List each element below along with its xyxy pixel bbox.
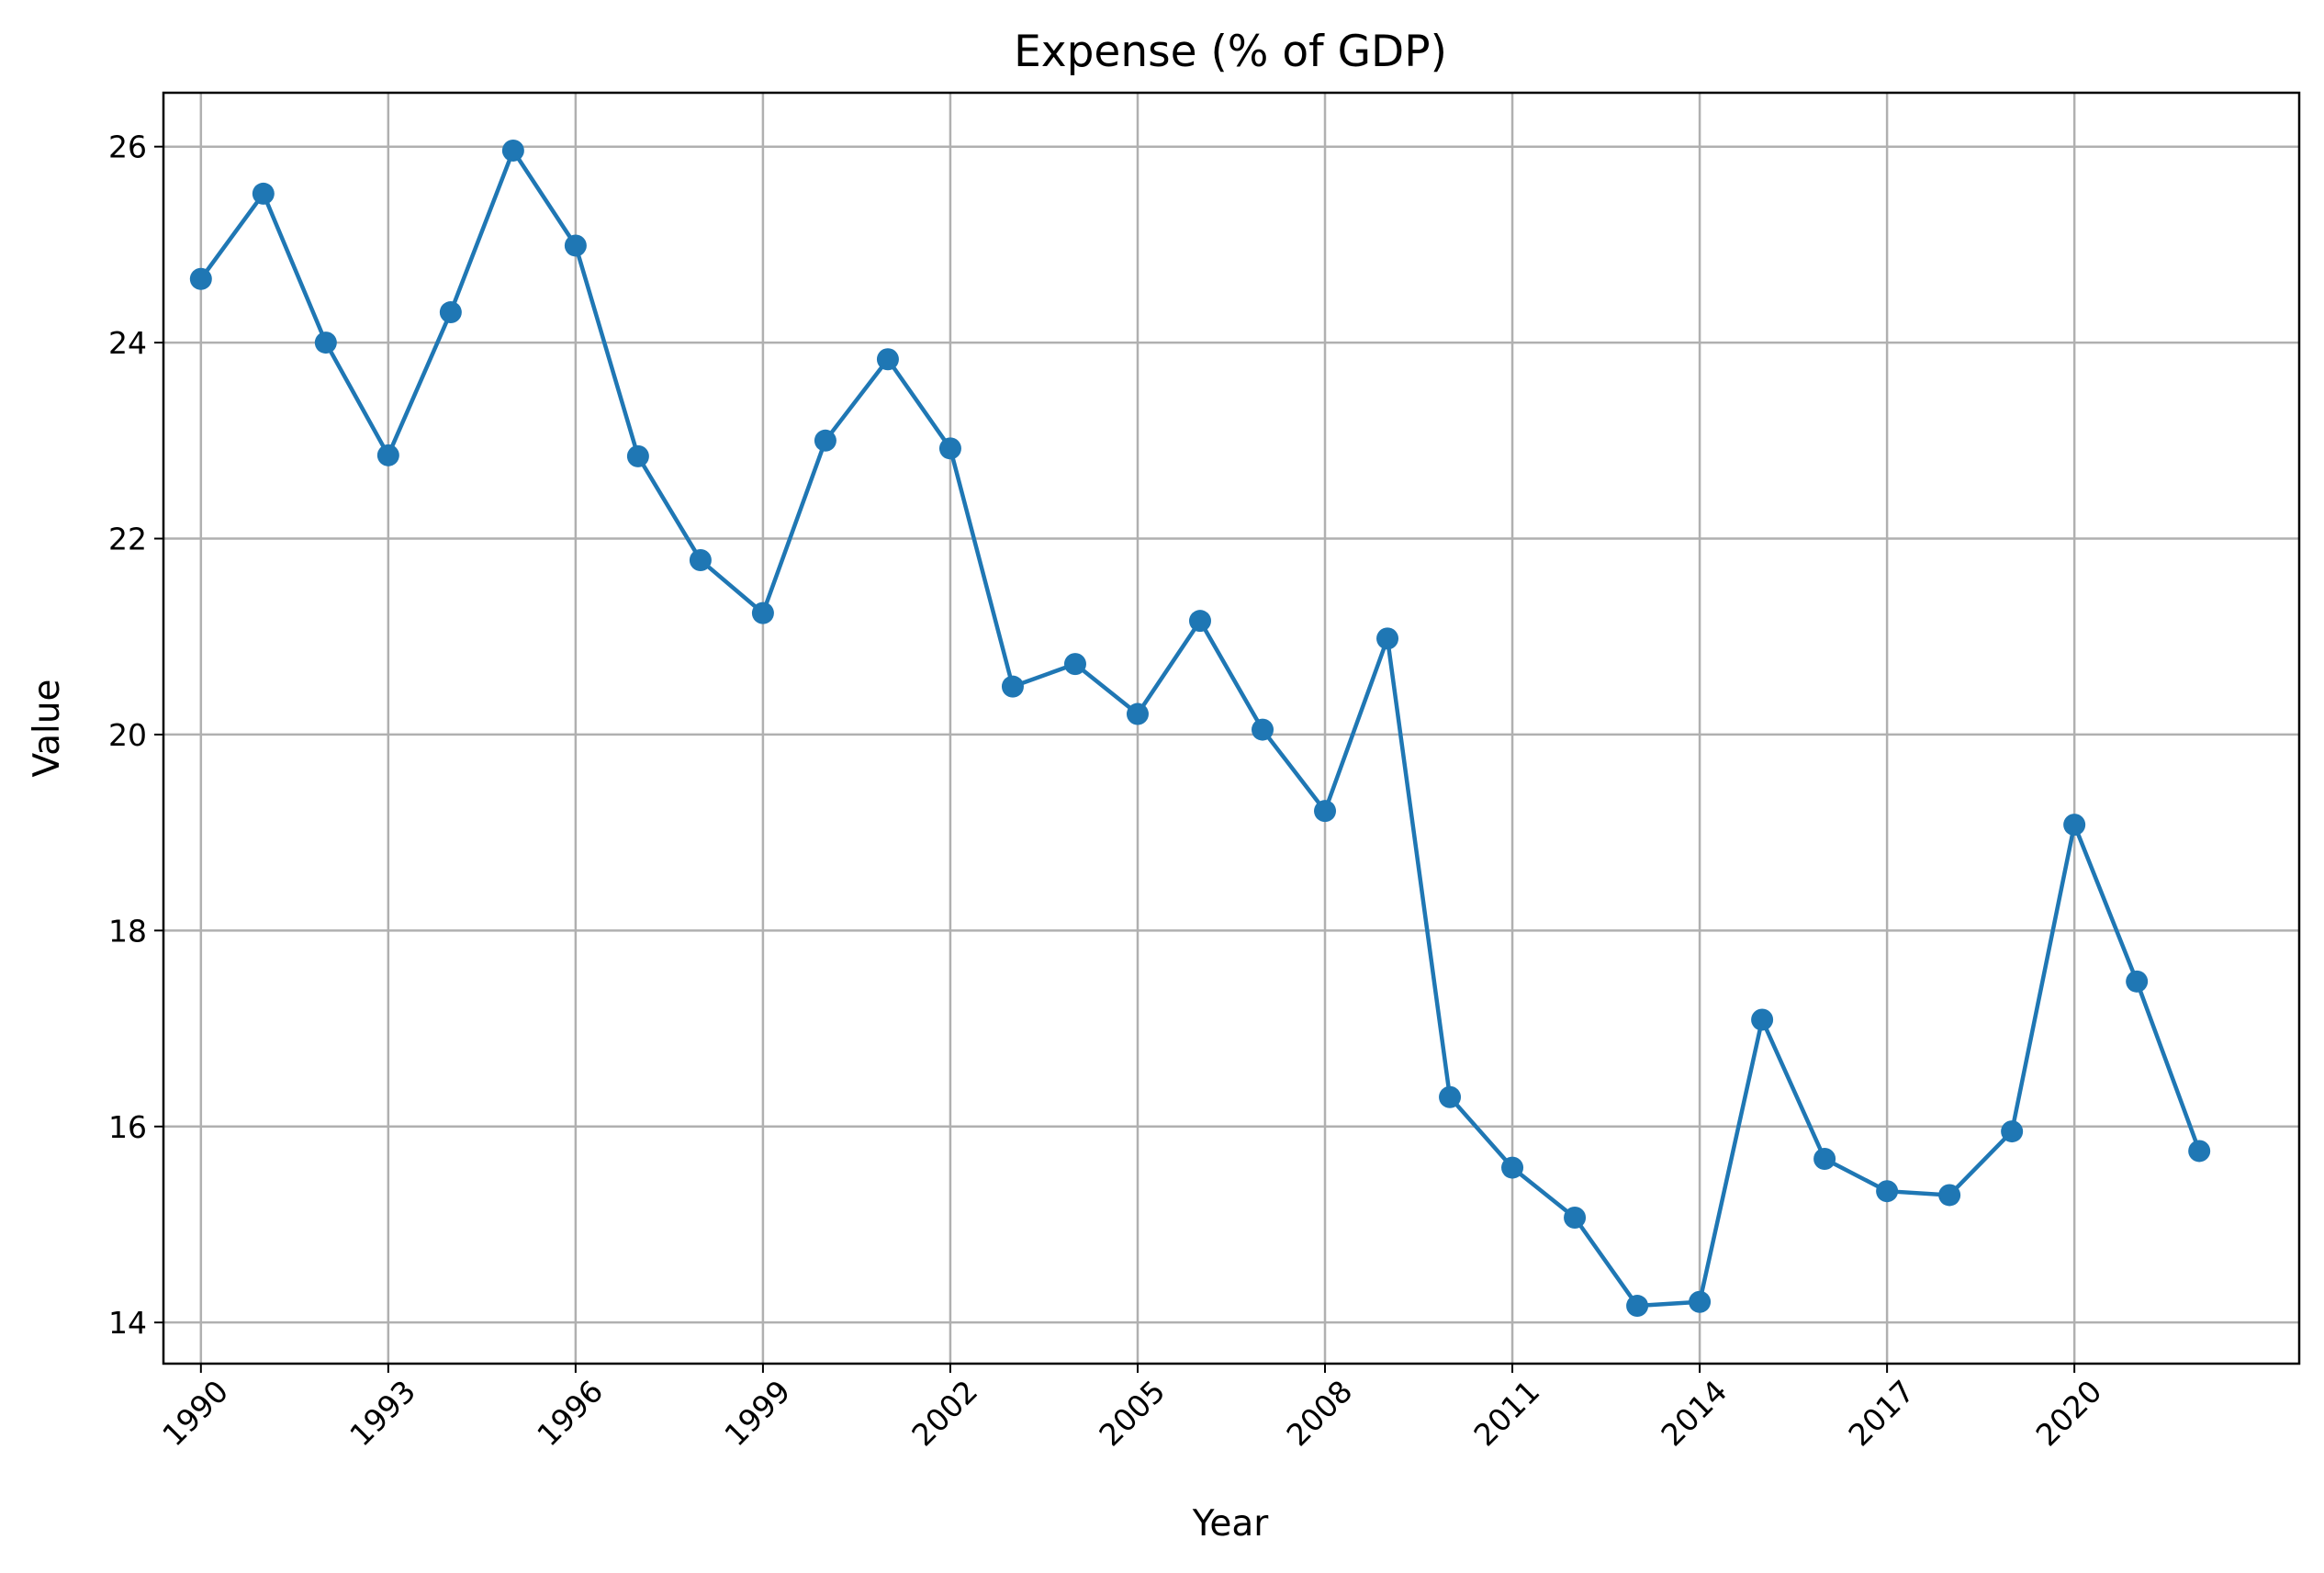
data-point-1990: [189, 267, 212, 290]
tick-layer: 1990 1993 1996 1999 2002 2005 2008 2011 2014 2017…: [108, 129, 2109, 1454]
data-point-2017: [1876, 1180, 1899, 1203]
data-point-1991: [252, 182, 275, 205]
data-point-2019: [2001, 1120, 2024, 1143]
data-point-2004: [1063, 653, 1086, 676]
y-tick-label-16: 16: [108, 1109, 147, 1145]
data-point-2020: [2063, 814, 2086, 837]
data-point-2001: [876, 348, 899, 371]
x-tick-label-2005: 2005: [1092, 1373, 1172, 1453]
y-tick-label-18: 18: [108, 913, 147, 949]
series-layer: [189, 139, 2211, 1318]
data-point-2014: [1689, 1290, 1712, 1313]
data-point-2021: [2126, 970, 2149, 993]
data-point-1995: [501, 139, 524, 162]
y-tick-label-24: 24: [108, 325, 147, 361]
data-point-2010: [1439, 1085, 1462, 1108]
x-axis-label: Year: [1192, 1503, 1270, 1545]
x-tick-label-2014: 2014: [1654, 1373, 1734, 1453]
y-tick-label-22: 22: [108, 522, 147, 557]
data-point-1993: [376, 444, 399, 466]
data-point-1994: [439, 301, 462, 324]
data-point-2011: [1501, 1156, 1524, 1179]
data-point-1999: [751, 601, 774, 624]
data-point-2022: [2188, 1140, 2211, 1163]
x-tick-label-2002: 2002: [904, 1373, 984, 1453]
data-point-2008: [1314, 800, 1337, 823]
data-point-2016: [1813, 1147, 1836, 1170]
data-point-1996: [564, 234, 587, 257]
chart-title: Expense (% of GDP): [1014, 27, 1447, 77]
y-tick-label-26: 26: [108, 129, 147, 165]
x-tick-label-2011: 2011: [1466, 1373, 1546, 1453]
x-tick-label-2017: 2017: [1842, 1373, 1922, 1453]
y-tick-label-14: 14: [108, 1305, 147, 1341]
data-point-2000: [814, 429, 836, 452]
data-point-2006: [1188, 610, 1211, 633]
x-tick-label-1999: 1999: [717, 1373, 797, 1453]
data-point-2018: [1938, 1184, 1961, 1207]
x-tick-label-2008: 2008: [1279, 1373, 1359, 1453]
data-point-2015: [1751, 1008, 1774, 1031]
data-point-2003: [1001, 675, 1024, 698]
data-point-2007: [1252, 718, 1274, 741]
y-axis-label: Value: [27, 679, 68, 777]
data-point-2013: [1626, 1295, 1649, 1318]
x-tick-label-2020: 2020: [2029, 1373, 2109, 1453]
data-point-2002: [938, 437, 961, 460]
data-point-1998: [689, 549, 712, 571]
data-point-1992: [314, 331, 337, 354]
x-tick-label-1996: 1996: [530, 1373, 610, 1453]
data-point-2009: [1376, 627, 1399, 650]
x-tick-label-1993: 1993: [342, 1373, 422, 1453]
data-point-2005: [1126, 702, 1149, 725]
data-point-1997: [626, 444, 649, 467]
plot-frame: [162, 91, 2301, 1365]
x-tick-label-1990: 1990: [155, 1373, 235, 1453]
grid-layer: [163, 93, 2299, 1364]
series-line-0: [198, 148, 2202, 1309]
y-tick-label-20: 20: [108, 717, 147, 753]
data-point-2012: [1564, 1207, 1587, 1230]
